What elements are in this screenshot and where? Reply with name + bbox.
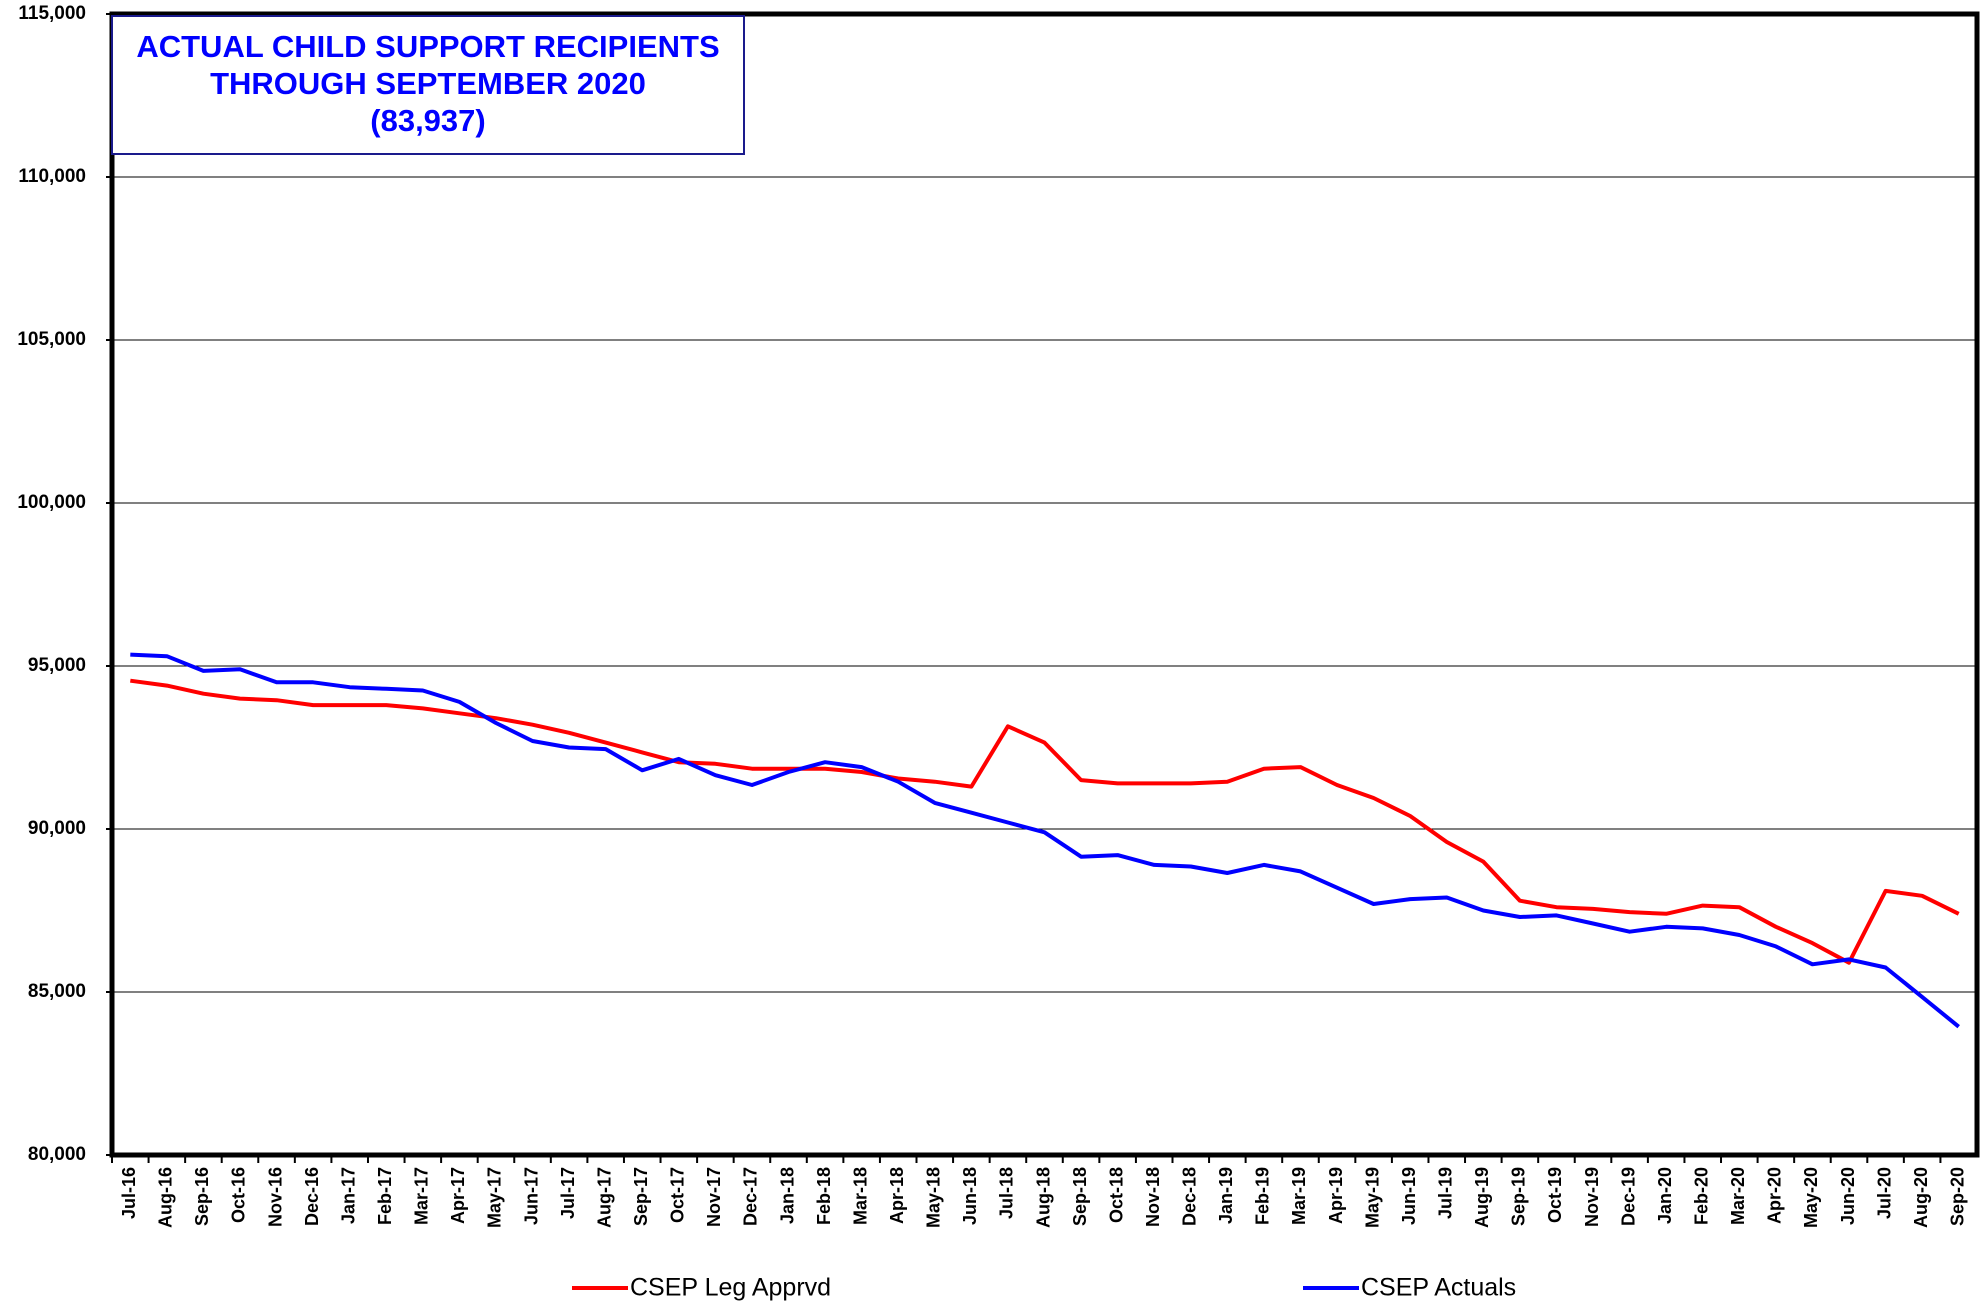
x-tick-label: Jul-16 (119, 1167, 139, 1219)
x-tick-label: Apr-17 (448, 1167, 468, 1224)
x-tick-label: Jul-17 (558, 1167, 578, 1219)
x-tick-label: Apr-18 (887, 1167, 907, 1224)
x-tick-label: Oct-19 (1545, 1167, 1565, 1223)
x-tick-label: Feb-18 (814, 1167, 834, 1225)
legend-label: CSEP Leg Apprvd (630, 1274, 831, 1302)
x-tick-label: Feb-20 (1691, 1167, 1711, 1225)
x-tick-label: Aug-19 (1472, 1167, 1492, 1228)
series-line (130, 652, 1960, 1029)
x-tick-label: Jun-19 (1399, 1167, 1419, 1225)
x-tick-label: Jun-20 (1838, 1167, 1858, 1225)
x-tick-label: Apr-20 (1765, 1167, 1785, 1224)
y-tick-label: 95,000 (28, 655, 86, 676)
y-tick-label: 105,000 (17, 329, 86, 350)
y-tick-label: 80,000 (28, 1144, 86, 1165)
x-tick-label: Dec-17 (741, 1167, 761, 1226)
x-tick-label: Nov-17 (704, 1167, 724, 1227)
legend-label: CSEP Actuals (1361, 1274, 1516, 1302)
x-tick-label: May-18 (924, 1167, 944, 1228)
x-tick-label: May-19 (1362, 1167, 1382, 1228)
y-tick-label: 110,000 (18, 166, 86, 187)
x-tick-label: Jul-19 (1436, 1167, 1456, 1219)
x-tick-label: Apr-19 (1326, 1167, 1346, 1224)
y-tick-label: 100,000 (17, 492, 86, 513)
title-line: ACTUAL CHILD SUPPORT RECIPIENTS (136, 29, 719, 64)
x-tick-label: Nov-19 (1582, 1167, 1602, 1227)
x-tick-label: Sep-19 (1509, 1167, 1529, 1226)
x-tick-label: Feb-19 (1253, 1167, 1273, 1225)
x-tick-label: Nov-18 (1143, 1167, 1163, 1227)
grid (112, 13, 1977, 1156)
title-box (111, 15, 745, 155)
x-tick-label: Jun-17 (521, 1167, 541, 1225)
y-tick-label: 90,000 (28, 818, 86, 839)
x-tick-label: May-20 (1801, 1167, 1821, 1228)
x-tick-label: Aug-16 (156, 1167, 176, 1228)
x-tick-label: Aug-20 (1911, 1167, 1931, 1228)
x-tick-label: Mar-20 (1728, 1167, 1748, 1225)
title-line: (83,937) (370, 103, 485, 138)
x-tick-label: Oct-18 (1106, 1167, 1126, 1223)
x-tick-label: Dec-18 (1180, 1167, 1200, 1226)
x-tick-label: Jul-18 (997, 1167, 1017, 1219)
lines (130, 652, 1960, 1029)
x-tick-label: Dec-19 (1618, 1167, 1638, 1226)
y-tick-label: 85,000 (28, 981, 86, 1002)
x-tick-label: Jul-20 (1874, 1167, 1894, 1219)
x-tick-label: Sep-18 (1070, 1167, 1090, 1226)
x-tick-label: Jun-18 (960, 1167, 980, 1225)
x-tick-label: Sep-20 (1947, 1167, 1967, 1226)
x-tick-label: Mar-18 (850, 1167, 870, 1225)
x-tick-label: Feb-17 (375, 1167, 395, 1225)
x-tick-label: Mar-17 (412, 1167, 432, 1225)
x-tick-label: Aug-18 (1033, 1167, 1053, 1228)
x-tick-label: Dec-16 (302, 1167, 322, 1226)
x-tick-label: Jan-19 (1216, 1167, 1236, 1224)
x-tick-label: Oct-16 (229, 1167, 249, 1223)
x-tick-label: Oct-17 (668, 1167, 688, 1223)
x-tick-label: Sep-17 (631, 1167, 651, 1226)
x-tick-label: Jan-17 (338, 1167, 358, 1224)
title-line: THROUGH SEPTEMBER 2020 (210, 66, 646, 101)
series-line (130, 678, 1960, 965)
x-tick-label: May-17 (485, 1167, 505, 1228)
x-tick-label: Jan-20 (1655, 1167, 1675, 1224)
x-tick-label: Sep-16 (192, 1167, 212, 1226)
x-tick-label: Aug-17 (594, 1167, 614, 1228)
plot-frame (109, 11, 1980, 1158)
x-tick-label: Mar-19 (1289, 1167, 1309, 1225)
x-tick-label: Jan-18 (777, 1167, 797, 1224)
y-tick-label: 115,000 (18, 3, 86, 24)
x-tick-label: Nov-16 (265, 1167, 285, 1227)
